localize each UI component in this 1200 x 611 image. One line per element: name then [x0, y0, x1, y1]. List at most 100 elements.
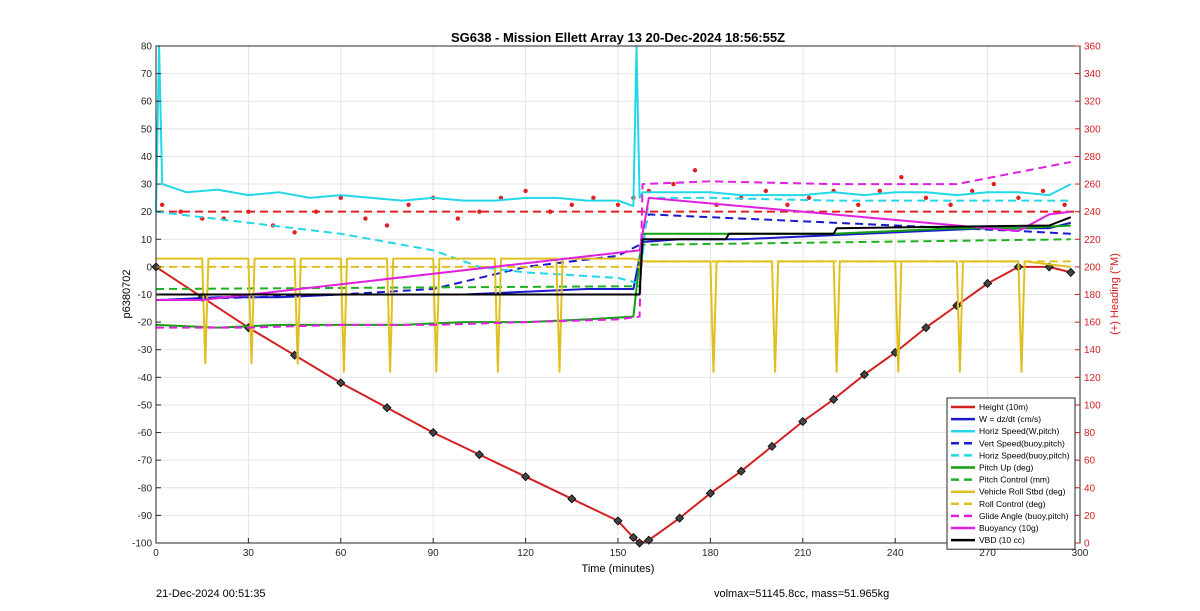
y-tick-label: -60: [138, 428, 153, 439]
heading-point: [1062, 202, 1067, 207]
legend-label: Glide Angle (buoy,pitch): [979, 511, 1069, 521]
heading-point: [899, 174, 904, 180]
heading-point: [763, 188, 769, 194]
heading-point: [923, 195, 929, 201]
y-tick-label: 80: [141, 42, 153, 53]
x-tick-label: 210: [794, 548, 811, 559]
y-right-tick-label: 200: [1084, 262, 1101, 273]
heading-point: [313, 209, 319, 214]
height-marker: [829, 394, 839, 404]
y-tick-label: -50: [138, 400, 153, 411]
y-axis-label-right: (+) Heading (°M): [1109, 253, 1121, 335]
y-tick-label: -80: [138, 483, 153, 494]
heading-point: [806, 195, 812, 201]
y-right-tick-label: 80: [1084, 428, 1096, 439]
legend-label: Horiz Speed(W,pitch): [979, 426, 1059, 436]
x-axis-label: Time (minutes): [582, 563, 655, 575]
heading-point: [1016, 195, 1021, 201]
y-tick-label: -10: [138, 290, 153, 301]
legend-label: VBD (10 cc): [979, 535, 1025, 545]
footer-volmax-mass: volmax=51145.8cc, mass=51.965kg: [714, 588, 890, 600]
y-right-tick-label: 340: [1084, 69, 1101, 80]
y-tick-label: 40: [141, 152, 153, 163]
legend-box: [946, 397, 1076, 550]
x-tick-label: 0: [153, 548, 159, 559]
y-right-tick-label: 0: [1084, 539, 1090, 550]
heading-point: [178, 209, 183, 214]
heading-point: [877, 188, 882, 194]
series-line-9: [156, 161, 1071, 329]
legend-label: W = dz/dt (cm/s): [979, 414, 1041, 424]
legend-label: Vehicle Roll Stbd (deg): [979, 487, 1066, 497]
y-tick-label: 0: [146, 262, 152, 273]
x-tick-label: 270: [979, 548, 996, 559]
y-right-tick-label: 320: [1084, 97, 1101, 108]
y-right-tick-label: 100: [1084, 400, 1101, 411]
x-tick-label: 120: [517, 548, 534, 559]
x-tick-label: 180: [702, 548, 719, 559]
y-tick-label: 60: [141, 97, 153, 108]
height-marker: [628, 532, 638, 543]
height-marker: [644, 535, 654, 545]
heading-point: [406, 202, 411, 207]
heading-point: [523, 188, 528, 194]
heading-point: [692, 168, 698, 173]
axes: 0 30 60 90 120 150 180 210 240 270 300807060504030…: [132, 42, 1101, 560]
y-tick-label: -90: [138, 511, 153, 522]
y-right-tick-label: 140: [1084, 345, 1101, 356]
height-marker: [336, 378, 346, 388]
heading-point: [1040, 188, 1046, 194]
y-axis-label: p6380702: [121, 270, 133, 319]
y-tick-label: -100: [132, 539, 152, 550]
height-marker: [983, 278, 993, 289]
y-tick-label: 20: [141, 207, 153, 218]
height-marker: [474, 450, 484, 460]
height-marker: [1066, 267, 1076, 277]
height-marker: [382, 403, 392, 413]
height-marker: [613, 516, 623, 526]
y-tick-label: 10: [141, 235, 153, 246]
x-tick-label: 30: [243, 548, 255, 559]
y-tick-label: -40: [138, 373, 153, 384]
footer-timestamp: 21-Dec-2024 00:51:35: [156, 588, 266, 600]
y-right-tick-label: 60: [1084, 456, 1096, 467]
heading-point: [785, 202, 790, 207]
series-line-5: [155, 224, 1071, 329]
y-right-tick-label: 180: [1084, 290, 1101, 301]
height-marker: [767, 441, 777, 451]
y-right-tick-label: 20: [1084, 511, 1096, 522]
chart-title: SG638 - Mission Ellett Array 13 20-Dec-2…: [451, 30, 785, 45]
x-tick-label: 300: [1072, 548, 1089, 559]
x-tick-label: 150: [610, 548, 627, 559]
height-marker: [705, 488, 715, 498]
height-marker: [675, 513, 685, 523]
heading-point: [159, 202, 165, 207]
height-marker: [521, 472, 531, 482]
y-tick-label: -70: [138, 456, 153, 467]
height-marker: [921, 323, 931, 333]
height-marker: [798, 416, 808, 427]
heading-point: [671, 181, 676, 187]
heading-point: [363, 216, 368, 221]
heading-point: [477, 209, 482, 214]
legend-label: Pitch Control (mm): [979, 475, 1050, 485]
series-line-10: [156, 196, 1071, 301]
y-tick-label: -20: [138, 318, 153, 329]
heading-point: [548, 209, 553, 214]
series-line-4: [155, 196, 1071, 285]
series-line-11: [156, 216, 1072, 296]
legend-label: Roll Control (deg): [979, 499, 1046, 509]
heading-point: [591, 195, 596, 201]
y-right-tick-label: 160: [1084, 318, 1101, 329]
y-tick-label: 50: [141, 124, 153, 135]
heading-point: [948, 202, 953, 207]
series-layer: [151, 45, 1076, 548]
height-marker: [428, 427, 438, 438]
heading-point: [569, 202, 574, 207]
height-marker: [567, 494, 577, 504]
height-marker: [736, 466, 746, 476]
heading-point: [991, 181, 996, 187]
series-line-0: [155, 265, 1072, 544]
heading-point: [856, 202, 861, 207]
